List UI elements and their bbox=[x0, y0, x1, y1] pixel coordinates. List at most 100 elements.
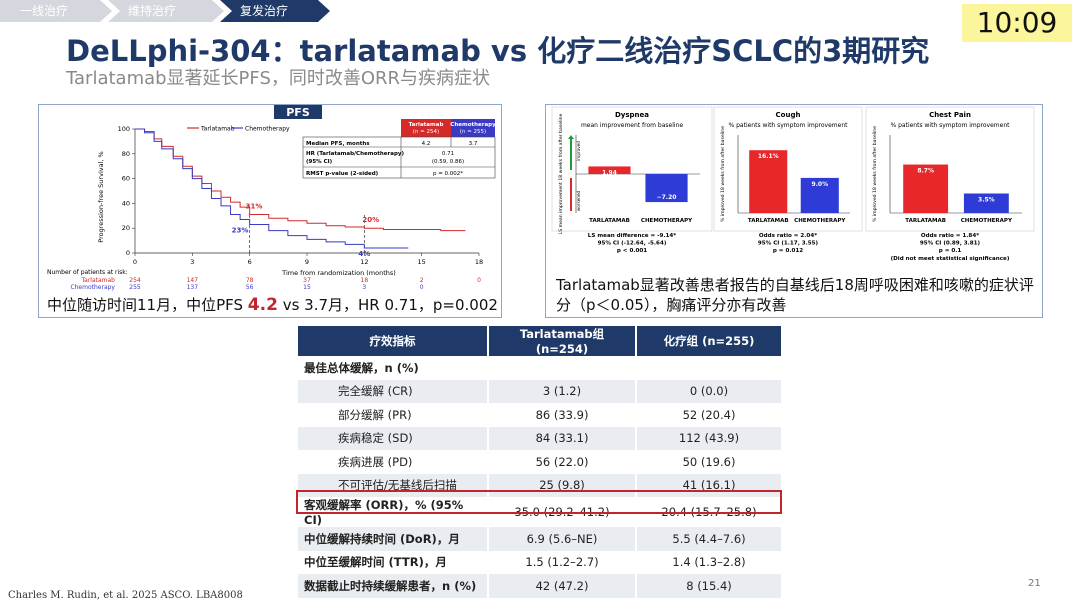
breadcrumb-item-relapse[interactable]: 复发治疗 bbox=[220, 0, 330, 22]
symptom-chart-stat: 95% CI (-12.64, -5.64) bbox=[598, 241, 667, 247]
symptom-bar-category: TARLATAMAB bbox=[748, 218, 789, 224]
symptom-chart-title: Chest Pain bbox=[929, 111, 971, 119]
symptom-bar-tarlatamab bbox=[903, 164, 949, 213]
symptom-chart-subtitle: % patients with symptom improvement bbox=[729, 122, 849, 129]
stats-rmst-value: p = 0.002* bbox=[433, 171, 463, 177]
pfs-x-tick-label: 12 bbox=[360, 258, 368, 266]
pfs-curve-tarlatamab bbox=[135, 128, 466, 232]
table-cell-tarlatamab: 86 (33.9) bbox=[488, 403, 637, 427]
pfs-y-tick-label: 40 bbox=[122, 199, 130, 207]
risk-value-chemotherapy: 137 bbox=[187, 284, 199, 291]
pfs-annotation: 20% bbox=[362, 216, 379, 224]
efficacy-table: 疗效指标 Tarlatamab组(n=254) 化疗组 (n=255) 最佳总体… bbox=[298, 326, 783, 598]
table-cell-metric: 中位至缓解时间 (TTR)，月 bbox=[298, 550, 489, 574]
symptom-bar-chemotherapy bbox=[963, 193, 1009, 213]
risk-table-title: Number of patients at risk: bbox=[47, 269, 128, 276]
clock-overlay: 10:09 bbox=[962, 4, 1072, 42]
legend-tarlatamab: Tarlatamab bbox=[200, 126, 235, 133]
pfs-x-tick-label: 18 bbox=[475, 258, 483, 266]
symptom-chart-title: Cough bbox=[776, 111, 801, 119]
symptom-bar-charts: Dyspnea mean improvement from baseline LS … bbox=[551, 106, 1035, 262]
symptom-bar-value: 1.94 bbox=[602, 169, 617, 176]
stats-hr-label: HR (Tarlatamab/Chemotherapy) bbox=[306, 151, 404, 157]
symptom-chart-stat: 95% CI (1.17, 3.55) bbox=[758, 241, 819, 247]
breadcrumb: 一线治疗 维持治疗 复发治疗 bbox=[0, 0, 330, 22]
symptom-bar-value: 9.0% bbox=[811, 181, 828, 188]
risk-value-tarlatamab: 147 bbox=[187, 277, 199, 284]
symptom-bar-value: 8.7% bbox=[917, 168, 934, 175]
stats-median-label: Median PFS, months bbox=[306, 141, 370, 147]
reference-citation: Charles M. Rudin, et al. 2025 ASCO. LBA8… bbox=[8, 590, 243, 601]
symptom-bar-category: CHEMOTHERAPY bbox=[961, 218, 1013, 224]
table-cell-metric: 部分缓解 (PR) bbox=[298, 403, 489, 427]
symptom-bar-category: TARLATAMAB bbox=[905, 218, 946, 224]
table-cell-tarlatamab: 56 (22.0) bbox=[488, 450, 637, 474]
risk-value-chemotherapy: 255 bbox=[129, 284, 141, 291]
breadcrumb-item-maintenance[interactable]: 维持治疗 bbox=[108, 0, 224, 22]
table-header-metric: 疗效指标 bbox=[298, 326, 489, 356]
table-cell-tarlatamab: 3 (1.2) bbox=[488, 379, 637, 403]
symptom-chart-stat: LS mean difference = -9.14* bbox=[588, 233, 676, 239]
table-row: 疾病稳定 (SD) 84 (33.1) 112 (43.9) bbox=[298, 426, 783, 450]
breadcrumb-item-first-line[interactable]: 一线治疗 bbox=[0, 0, 112, 22]
table-row: 部分缓解 (PR) 86 (33.9) 52 (20.4) bbox=[298, 403, 783, 427]
table-cell-metric: 疾病进展 (PD) bbox=[298, 450, 489, 474]
symptom-chart-stat: (Did not meet statistical significance) bbox=[891, 256, 1010, 262]
table-cell-tarlatamab: 6.9 (5.6–NE) bbox=[488, 527, 637, 551]
symptom-bar-category: CHEMOTHERAPY bbox=[641, 218, 693, 224]
symptom-bar-chemotherapy bbox=[800, 177, 839, 213]
pfs-y-tick-label: 100 bbox=[118, 125, 130, 133]
table-cell-chemo: 112 (43.9) bbox=[636, 426, 783, 450]
symptom-bar-chemotherapy bbox=[645, 174, 688, 203]
slide-title: DeLLphi-304：tarlatamab vs 化疗二线治疗SCLC的3期研… bbox=[66, 34, 930, 68]
risk-value-tarlatamab: 37 bbox=[303, 277, 311, 284]
symptom-chart-subtitle: % patients with symptom improvement bbox=[891, 122, 1011, 129]
table-cell-metric: 数据截止时持续缓解患者，n (%) bbox=[298, 574, 489, 598]
table-row: 完全缓解 (CR) 3 (1.2) 0 (0.0) bbox=[298, 379, 783, 403]
improved-arrow-head bbox=[568, 135, 574, 139]
page-number: 21 bbox=[1028, 578, 1041, 589]
table-header-chemo: 化疗组 (n=255) bbox=[636, 326, 783, 356]
efficacy-table-wrap: 疗效指标 Tarlatamab组(n=254) 化疗组 (n=255) 最佳总体… bbox=[298, 326, 783, 598]
risk-value-tarlatamab: 254 bbox=[129, 277, 141, 284]
stats-col-tarla: Tarlatamab bbox=[409, 122, 444, 128]
symptom-caption: Tarlatamab显著改善患者报告的自基线后18周呼吸困难和咳嗽的症状评分（p… bbox=[556, 276, 1034, 314]
table-row: 最佳总体缓解，n (%) bbox=[298, 356, 783, 380]
pfs-x-tick-label: 3 bbox=[190, 258, 194, 266]
stats-hr-value: 0.71 bbox=[442, 151, 454, 157]
table-cell-tarlatamab: 84 (33.1) bbox=[488, 426, 637, 450]
table-cell-chemo: 0 (0.0) bbox=[636, 379, 783, 403]
symptom-bar-tarlatamab bbox=[749, 150, 788, 213]
symptom-bar-tarlatamab bbox=[588, 166, 631, 174]
pfs-y-tick-label: 20 bbox=[122, 224, 130, 232]
pfs-annotation: 23% bbox=[232, 226, 249, 234]
table-cell-chemo: 1.4 (1.3–2.8) bbox=[636, 550, 783, 574]
pfs-x-tick-label: 6 bbox=[248, 258, 252, 266]
table-cell-chemo: 50 (19.6) bbox=[636, 450, 783, 474]
symptom-bar-value: 3.5% bbox=[978, 197, 995, 204]
risk-value-tarlatamab: 0 bbox=[477, 277, 481, 284]
risk-value-chemotherapy: 15 bbox=[303, 284, 311, 291]
pfs-annotation: 31% bbox=[246, 203, 263, 211]
stats-col-tarla-n: (n = 254) bbox=[413, 129, 439, 135]
table-cell-tarlatamab bbox=[488, 356, 637, 380]
table-cell-metric: 完全缓解 (CR) bbox=[298, 379, 489, 403]
table-cell-chemo: 8 (15.4) bbox=[636, 574, 783, 598]
table-cell-tarlatamab: 42 (47.2) bbox=[488, 574, 637, 598]
symptoms-panel: Dyspnea mean improvement from baseline LS … bbox=[545, 104, 1043, 318]
table-header-tarlatamab: Tarlatamab组(n=254) bbox=[488, 326, 637, 356]
table-cell-metric: 中位缓解持续时间 (DoR)，月 bbox=[298, 527, 489, 551]
pfs-x-axis-label: Time from randomization (months) bbox=[281, 269, 396, 277]
pfs-caption-highlight: 4.2 bbox=[247, 295, 278, 315]
symptom-chart-title: Dyspnea bbox=[615, 111, 649, 119]
stats-hr-label2: (95% CI) bbox=[306, 159, 333, 165]
pfs-x-tick-label: 9 bbox=[305, 258, 309, 266]
pfs-y-axis-label: Progression-free Survival, % bbox=[97, 151, 105, 242]
symptom-chart-stat: Odds ratio = 2.04* bbox=[759, 233, 817, 239]
pfs-x-tick-label: 0 bbox=[133, 258, 137, 266]
pfs-x-tick-label: 15 bbox=[418, 258, 426, 266]
risk-value-tarlatamab: 2 bbox=[420, 277, 424, 284]
symptom-chart-stat: p = 0.012 bbox=[773, 248, 803, 254]
table-cell-chemo: 5.5 (4.4–7.6) bbox=[636, 527, 783, 551]
symptom-bar-value: 16.1% bbox=[758, 153, 779, 160]
